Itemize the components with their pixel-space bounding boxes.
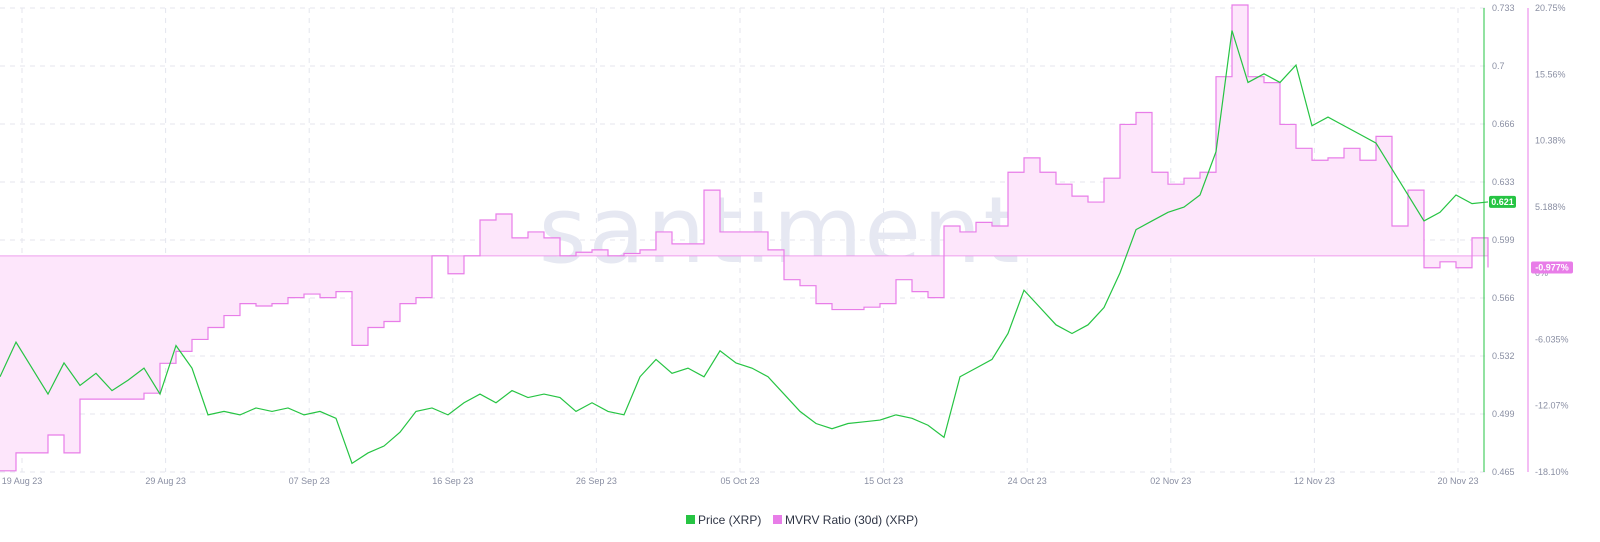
x-tick-label: 29 Aug 23 xyxy=(145,476,186,486)
price-last-value: 0.621 xyxy=(1491,197,1514,207)
chart-axes: 0.733 0.7 0.666 0.633 0.599 0.566 0.532 0.499 0.… xyxy=(1483,3,1573,477)
price-tick-label: 0.465 xyxy=(1492,467,1515,477)
x-tick-label: 20 Nov 23 xyxy=(1437,476,1478,486)
x-axis-ticks: 19 Aug 23 29 Aug 23 07 Sep 23 16 Sep 23 26 S… xyxy=(2,476,1479,486)
mvrv-tick-label: -12.07% xyxy=(1535,401,1569,411)
x-tick-label: 12 Nov 23 xyxy=(1294,476,1335,486)
price-tick-label: 0.532 xyxy=(1492,351,1515,361)
x-tick-label: 19 Aug 23 xyxy=(2,476,43,486)
x-tick-label: 26 Sep 23 xyxy=(576,476,617,486)
mvrv-tick-label: 10.38% xyxy=(1535,136,1566,146)
mvrv-line xyxy=(0,4,1489,472)
price-tick-label: 0.633 xyxy=(1492,177,1515,187)
x-tick-label: 24 Oct 23 xyxy=(1008,476,1047,486)
chart-legend: Price (XRP) MVRV Ratio (30d) (XRP) xyxy=(686,513,918,527)
price-tick-label: 0.733 xyxy=(1492,3,1515,13)
price-last-badge xyxy=(1489,195,1516,208)
price-tick-label: 0.599 xyxy=(1492,235,1515,245)
mvrv-series xyxy=(0,4,1489,472)
x-tick-label: 02 Nov 23 xyxy=(1150,476,1191,486)
mvrv-tick-label: 20.75% xyxy=(1535,3,1566,13)
price-tick-label: 0.666 xyxy=(1492,119,1515,129)
price-tick-label: 0.7 xyxy=(1492,61,1505,71)
x-tick-label: 15 Oct 23 xyxy=(864,476,903,486)
x-tick-label: 16 Sep 23 xyxy=(432,476,473,486)
price-line xyxy=(0,30,1489,465)
legend-swatch-price xyxy=(686,515,695,524)
mvrv-area xyxy=(0,5,1488,471)
legend-label-price: Price (XRP) xyxy=(698,513,761,527)
mvrv-last-badge xyxy=(1531,261,1573,274)
legend-label-mvrv: MVRV Ratio (30d) (XRP) xyxy=(785,513,918,527)
price-tick-label: 0.499 xyxy=(1492,409,1515,419)
price-tick-label: 0.566 xyxy=(1492,293,1515,303)
legend-swatch-mvrv xyxy=(773,515,782,524)
mvrv-tick-label: -18.10% xyxy=(1535,467,1569,477)
mvrv-tick-label: 5.188% xyxy=(1535,202,1566,212)
mvrv-tick-label: -6.035% xyxy=(1535,334,1569,344)
x-tick-label: 07 Sep 23 xyxy=(289,476,330,486)
mvrv-tick-label: 15.56% xyxy=(1535,69,1566,79)
x-tick-label: 05 Oct 23 xyxy=(720,476,759,486)
mvrv-last-value: -0.977% xyxy=(1535,262,1569,272)
price-series xyxy=(0,30,1489,465)
